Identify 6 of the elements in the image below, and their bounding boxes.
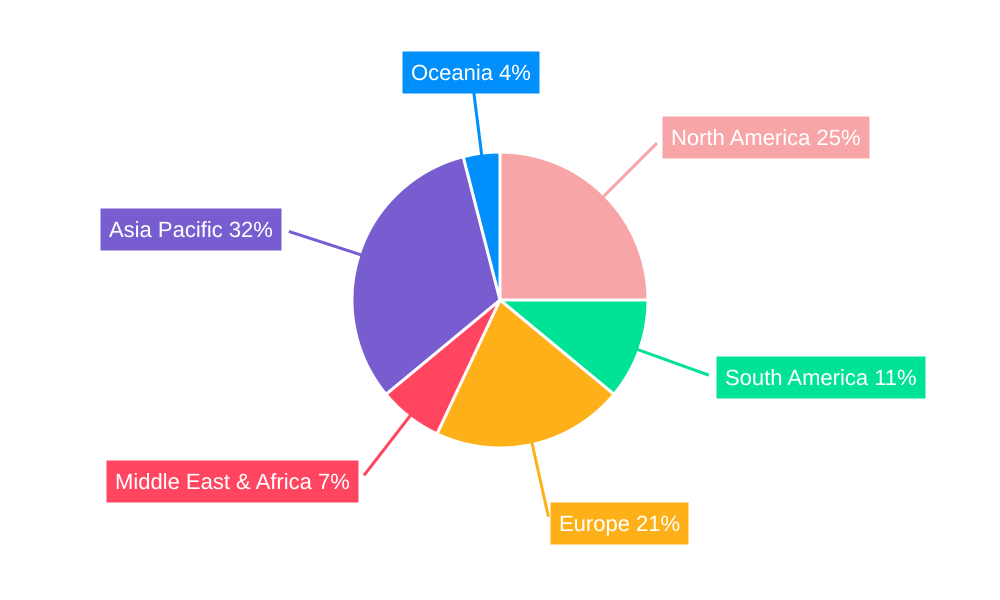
slice-label: Asia Pacific 32%: [109, 217, 273, 242]
slice-label: Oceania 4%: [411, 60, 531, 85]
slice-label: Middle East & Africa 7%: [115, 469, 350, 494]
slice-label: South America 11%: [725, 365, 917, 390]
slice-label: Europe 21%: [559, 511, 680, 536]
slice-label: North America 25%: [671, 125, 861, 150]
